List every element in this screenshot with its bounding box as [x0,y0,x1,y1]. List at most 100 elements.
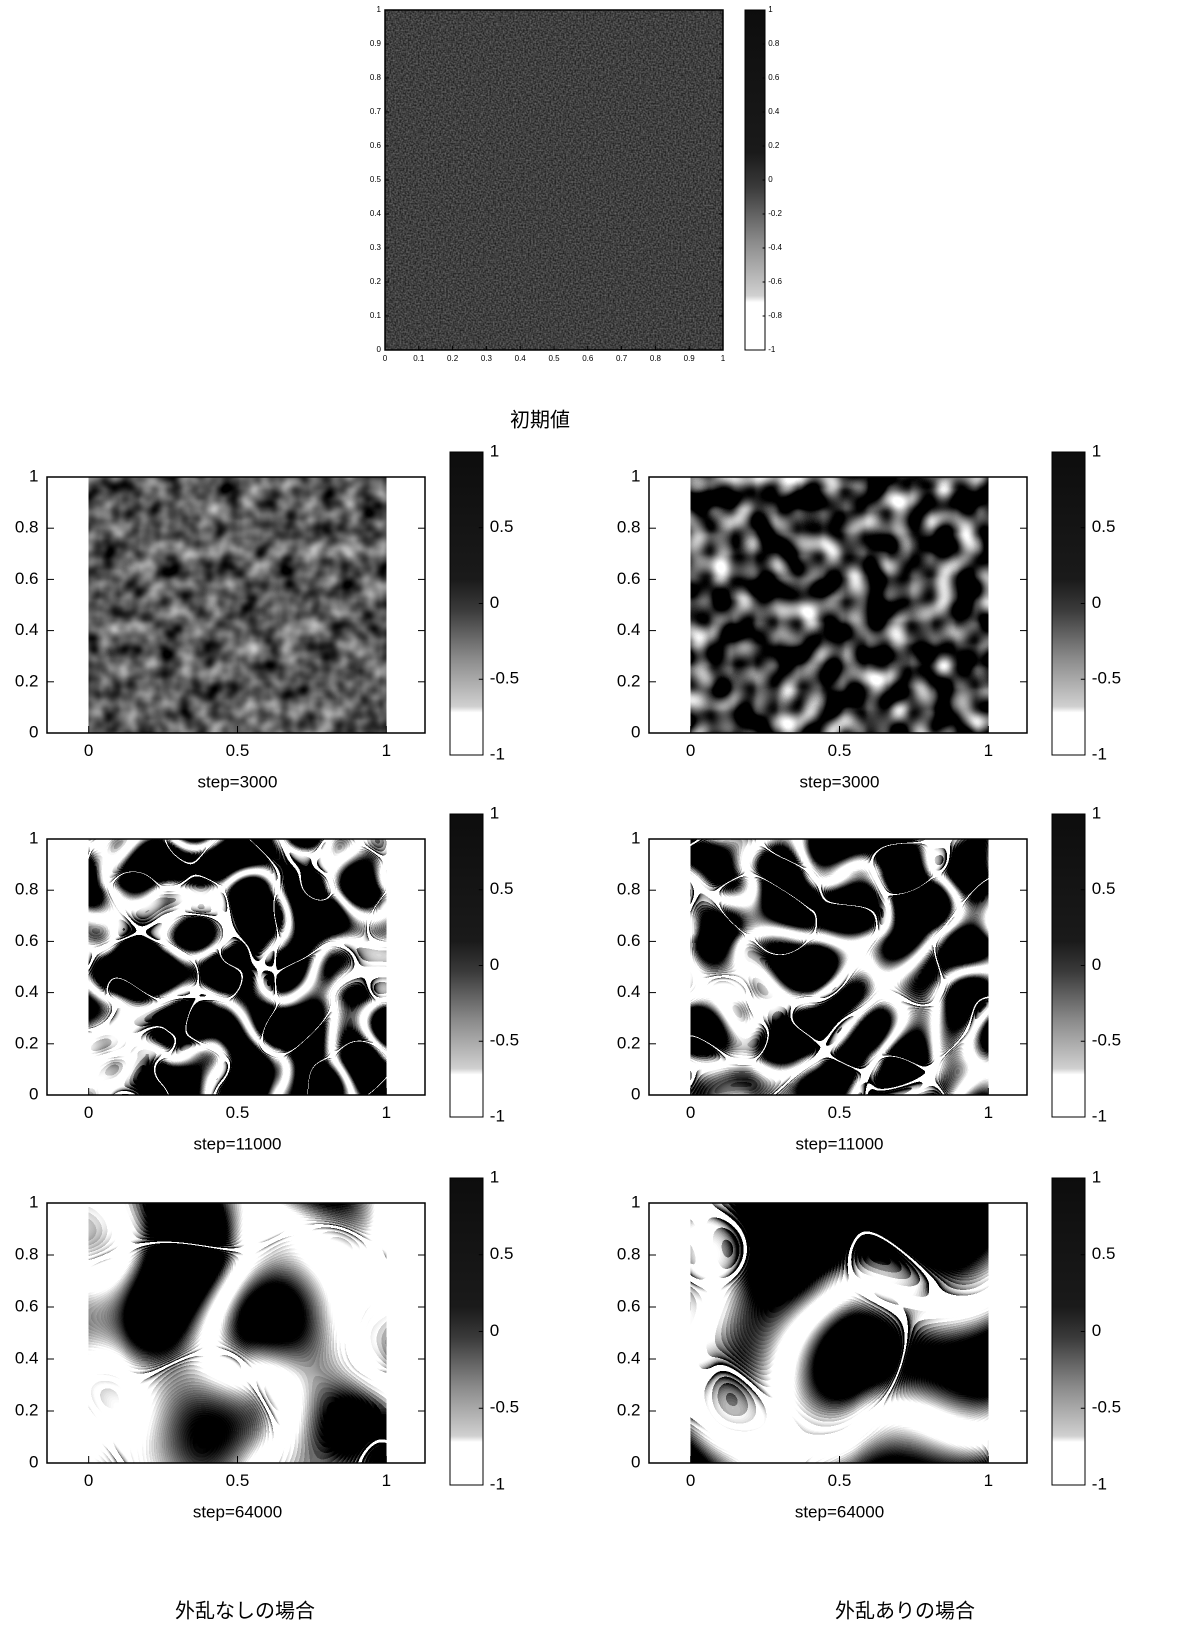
x-axis-label: step=11000 [193,1134,281,1153]
caption: 初期値 [510,408,570,432]
colorbar-tick-label: 0.5 [490,1244,514,1263]
y-tick-label: 0.6 [617,931,641,950]
colorbar-tick-label: 0.4 [768,107,780,116]
y-tick-label: 0.2 [617,1033,641,1052]
y-tick-label: 0.8 [15,880,39,899]
x-tick-label: 0 [84,1103,93,1122]
x-tick-label: 1 [984,741,993,760]
colorbar-tick-label: -1 [1092,1106,1107,1125]
heatmap-image [385,10,723,350]
y-tick-label: 0.4 [617,982,641,1001]
colorbar-tick-label: 0 [490,955,499,974]
colorbar-tick-label: -0.4 [768,243,782,252]
x-tick-label: 0 [686,741,695,760]
y-tick-label: 0.4 [617,620,641,639]
colorbar-tick-label: 1 [1092,441,1101,460]
y-tick-label: 0.6 [617,1296,641,1315]
y-tick-label: 0 [29,1452,38,1471]
colorbar-tick-label: -0.5 [1092,1031,1121,1050]
y-tick-label: 0.4 [617,1348,641,1367]
x-tick-label: 0.5 [828,1103,852,1122]
colorbar-tick-label: 0.8 [768,39,780,48]
x-tick-label: 0 [686,1471,695,1490]
colorbar-tick-label: 0 [490,593,499,612]
y-tick-label: 0.2 [617,1400,641,1419]
x-tick-label: 1 [382,1103,391,1122]
caption: 外乱ありの場合 [835,1599,975,1623]
colorbar-tick-label: -1 [768,345,776,354]
y-tick-label: 0.6 [15,569,39,588]
colorbar-tick-label: -1 [490,1106,505,1125]
colorbar-tick-label: -0.6 [768,277,782,286]
colorbar-tick-label: -1 [490,1474,505,1493]
plot-frame [46,838,426,1096]
y-tick-label: 0.6 [617,569,641,588]
x-tick-label: 1 [984,1103,993,1122]
x-tick-label: 1 [984,1471,993,1490]
x-tick-label: 0 [84,741,93,760]
y-tick-label: 1 [29,828,38,847]
plot-frame [648,1202,1028,1464]
y-tick-label: 0.1 [370,311,382,320]
colorbar-tick-label: -1 [490,744,505,763]
y-tick-label: 0.9 [370,39,382,48]
x-tick-label: 1 [382,1471,391,1490]
x-axis-label: step=11000 [795,1134,883,1153]
y-tick-label: 0.4 [15,1348,39,1367]
y-tick-label: 0 [29,1084,38,1103]
colorbar-tick-label: -1 [1092,1474,1107,1493]
colorbar-tick-label: 0 [1092,593,1101,612]
colorbar-tick-label: 0 [490,1321,499,1340]
colorbar-tick-label: -0.5 [1092,1398,1121,1417]
y-tick-label: 0.2 [15,671,39,690]
x-tick-label: 0.5 [226,1103,250,1122]
heatmap-image [88,477,387,733]
y-tick-label: 0.6 [15,931,39,950]
colorbar-tick-label: 0.5 [1092,517,1116,536]
x-tick-label: 0.3 [481,354,493,363]
y-tick-label: 0.2 [15,1033,39,1052]
y-tick-label: 0 [631,722,640,741]
y-tick-label: 0.6 [370,141,382,150]
heatmap-image [690,839,989,1095]
y-tick-label: 0.8 [15,1244,39,1263]
x-tick-label: 0.5 [226,741,250,760]
x-tick-label: 0.2 [447,354,459,363]
colorbar-tick-label: 0.5 [490,879,514,898]
x-tick-label: 0 [383,354,388,363]
colorbar-tick-label: 0 [1092,1321,1101,1340]
x-tick-label: 1 [721,354,726,363]
x-tick-label: 0.5 [548,354,560,363]
colorbar-tick-label: 0.5 [490,517,514,536]
y-tick-label: 0.4 [15,620,39,639]
x-tick-label: 0.4 [515,354,527,363]
colorbar-tick-label: 0 [1092,955,1101,974]
x-tick-label: 0 [686,1103,695,1122]
y-tick-label: 0.8 [617,880,641,899]
colorbar-tick-label: -0.5 [490,1031,519,1050]
y-tick-label: 0.3 [370,243,382,252]
x-axis-label: step=64000 [193,1502,282,1521]
y-tick-label: 0.2 [617,671,641,690]
colorbar-tick-label: -0.5 [1092,669,1121,688]
x-tick-label: 0.7 [616,354,628,363]
colorbar-tick-label: -0.5 [490,669,519,688]
colorbar-tick-label: 0.5 [1092,879,1116,898]
x-tick-label: 0.5 [828,741,852,760]
x-tick-label: 0.5 [828,1471,852,1490]
y-tick-label: 0.2 [15,1400,39,1419]
y-tick-label: 0.8 [617,518,641,537]
heatmap-image [690,477,989,733]
plot-frame [46,1202,426,1464]
colorbar-tick-label: -1 [1092,744,1107,763]
x-tick-label: 0.9 [684,354,696,363]
x-tick-label: 0.8 [650,354,662,363]
y-tick-label: 1 [631,828,640,847]
y-tick-label: 0 [631,1084,640,1103]
x-tick-label: 0 [84,1471,93,1490]
y-tick-label: 0.5 [370,175,382,184]
colorbar [744,9,766,351]
y-tick-label: 0.7 [370,107,382,116]
y-tick-label: 1 [377,5,382,14]
